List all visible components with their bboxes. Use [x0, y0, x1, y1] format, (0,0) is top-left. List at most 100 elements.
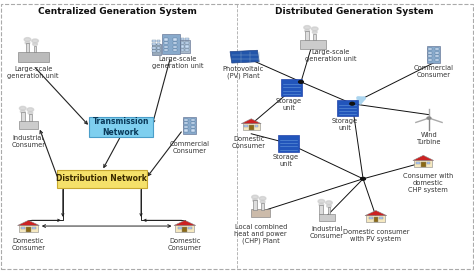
Bar [435, 59, 439, 61]
Bar [184, 119, 188, 121]
Bar [244, 125, 248, 127]
Circle shape [305, 29, 310, 32]
Bar [300, 40, 326, 49]
Circle shape [28, 112, 33, 114]
Bar [162, 34, 180, 54]
Text: Domestic
Consumer: Domestic Consumer [232, 136, 266, 149]
Bar [185, 45, 189, 48]
Text: Wind
Turbine: Wind Turbine [417, 132, 441, 145]
Bar [427, 46, 440, 63]
Bar [183, 117, 196, 134]
Bar [26, 43, 29, 52]
Bar [188, 227, 192, 229]
Bar [369, 217, 373, 219]
Bar [230, 50, 259, 63]
Circle shape [27, 108, 34, 112]
Bar [427, 162, 430, 164]
Text: Storage
unit: Storage unit [276, 98, 302, 111]
Bar [366, 215, 385, 222]
Bar [34, 46, 36, 52]
Bar [251, 209, 270, 217]
Bar [305, 31, 309, 40]
Bar [181, 49, 184, 51]
Bar [29, 114, 32, 121]
Bar [185, 49, 189, 51]
Bar [152, 43, 156, 45]
Bar [164, 42, 168, 44]
Bar [428, 52, 432, 54]
Circle shape [19, 106, 26, 110]
Bar [164, 49, 168, 51]
Bar [185, 38, 189, 40]
Bar [164, 38, 168, 41]
Bar [19, 121, 38, 129]
Text: Consumer with
domestic
CHP system: Consumer with domestic CHP system [403, 173, 453, 193]
Text: Distributed Generation System: Distributed Generation System [275, 7, 434, 16]
Bar [249, 125, 254, 130]
Bar [156, 47, 160, 49]
Bar [191, 129, 195, 132]
Text: Industrial
Consumer: Industrial Consumer [11, 135, 46, 148]
Text: Domestic
Consumer: Domestic Consumer [11, 238, 46, 251]
Bar [319, 205, 323, 214]
Bar [191, 122, 195, 124]
Bar [414, 160, 432, 167]
Bar [328, 207, 330, 214]
Bar [182, 227, 187, 232]
Text: Photovoltaic
(PV) Plant: Photovoltaic (PV) Plant [222, 66, 264, 79]
Text: Large-scale
generation unit: Large-scale generation unit [152, 56, 203, 69]
Bar [313, 34, 316, 40]
Circle shape [361, 177, 365, 180]
Bar [184, 129, 188, 132]
FancyBboxPatch shape [278, 135, 299, 152]
Circle shape [25, 41, 30, 44]
Bar [428, 48, 432, 50]
FancyBboxPatch shape [1, 4, 473, 269]
Text: Large-scale
generation unit: Large-scale generation unit [305, 49, 356, 62]
Bar [261, 203, 264, 210]
Bar [255, 125, 258, 127]
Bar [178, 227, 182, 229]
Circle shape [427, 117, 431, 119]
Bar [435, 55, 439, 57]
Circle shape [311, 27, 318, 31]
FancyBboxPatch shape [281, 79, 302, 96]
Bar [152, 47, 156, 49]
Bar [152, 40, 156, 42]
FancyBboxPatch shape [337, 100, 358, 116]
Text: Large-scale
generation unit: Large-scale generation unit [8, 66, 59, 79]
Circle shape [252, 195, 258, 199]
Circle shape [304, 26, 310, 29]
Polygon shape [18, 220, 39, 225]
Circle shape [326, 201, 332, 205]
Circle shape [33, 43, 37, 46]
Polygon shape [365, 210, 387, 216]
Text: Local combined
heat and power
(CHP) Plant: Local combined heat and power (CHP) Plan… [234, 224, 287, 244]
Bar [18, 52, 49, 62]
Bar [421, 162, 426, 167]
Bar [156, 50, 160, 52]
Bar [181, 45, 184, 48]
Text: Commercial
Consumer: Commercial Consumer [414, 65, 454, 78]
Text: Centralized Generation System: Centralized Generation System [38, 7, 197, 16]
Bar [435, 52, 439, 54]
Circle shape [299, 81, 303, 83]
Bar [32, 227, 36, 229]
Bar [319, 214, 336, 221]
Text: Industrial
Consumer: Industrial Consumer [310, 226, 344, 239]
Bar [173, 38, 177, 41]
Text: Transmission
Network: Transmission Network [92, 117, 149, 137]
Bar [175, 225, 194, 232]
Circle shape [260, 200, 265, 203]
Bar [184, 122, 188, 124]
Circle shape [32, 39, 38, 43]
Bar [428, 59, 432, 61]
Bar [21, 112, 25, 121]
Bar [164, 46, 168, 48]
Bar [184, 126, 188, 128]
Circle shape [318, 200, 325, 203]
Bar [26, 227, 31, 232]
Bar [21, 227, 25, 229]
Bar [173, 42, 177, 44]
Bar [428, 55, 432, 57]
